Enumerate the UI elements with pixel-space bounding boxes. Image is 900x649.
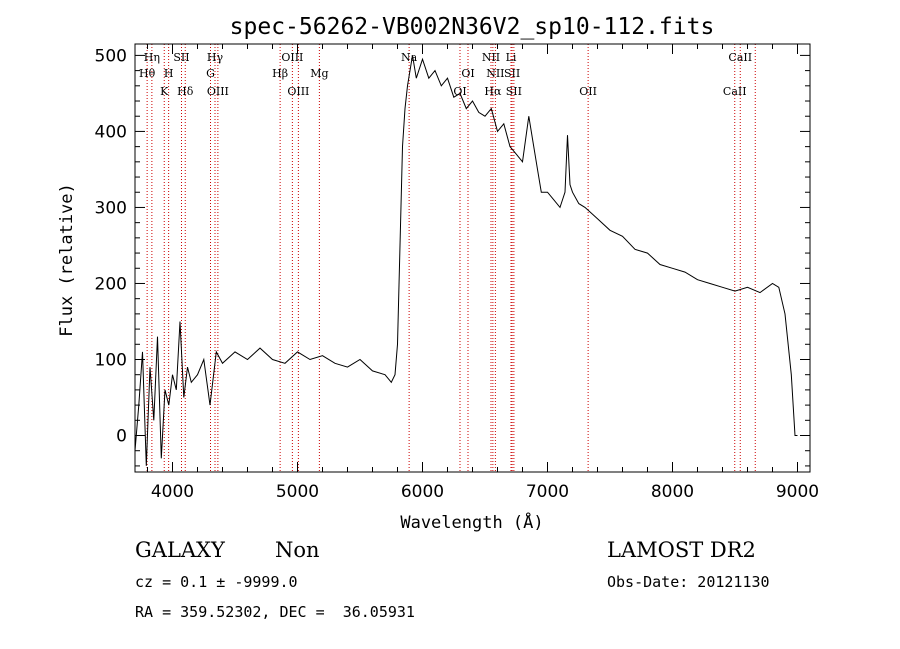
y-axis-label: Flux (relative) (57, 183, 77, 337)
line-label-17: Li (506, 51, 517, 64)
line-label-23: CaII (728, 51, 752, 64)
y-tick-label: 300 (95, 198, 127, 218)
line-label-0: Hη (144, 51, 160, 64)
chart-title: spec-56262-VB002N36V2_sp10-112.fits (230, 14, 715, 40)
line-label-4: H (164, 67, 174, 80)
line-label-21: SII (506, 85, 522, 98)
line-label-11: OIII (287, 85, 309, 98)
line-label-15: OI (461, 67, 474, 80)
x-tick-label: 7000 (526, 482, 569, 502)
line-label-14: OI (453, 85, 466, 98)
line-label-19: SII (504, 67, 520, 80)
line-label-13: Na (401, 51, 418, 64)
x-tick-label: 8000 (651, 482, 694, 502)
x-tick-label: 4000 (151, 482, 194, 502)
line-label-16: NII (482, 51, 500, 64)
line-label-18: NII (486, 67, 504, 80)
y-tick-label: 500 (95, 46, 127, 66)
line-label-3: SII (173, 51, 189, 64)
redshift-text: cz = 0.1 ± -9999.0 (135, 573, 298, 591)
line-label-12: Mg (310, 67, 328, 80)
line-label-7: G (206, 67, 215, 80)
emission-line-markers (146, 44, 756, 472)
line-label-8: OIII (207, 85, 229, 98)
spectrum-line (134, 55, 798, 466)
x-tick-label: 9000 (776, 482, 819, 502)
y-tick-label: 100 (95, 350, 127, 370)
survey-label: LAMOST DR2 (607, 538, 756, 562)
axis-ticks: 4000 5000 6000 7000 8000 9000 0 100 200 300 400 500 (95, 44, 819, 502)
line-label-5: Hδ (177, 85, 194, 98)
y-tick-label: 0 (116, 427, 127, 447)
coordinates-text: RA = 359.52302, DEC = 36.05931 (135, 603, 415, 621)
subclass-label: Non (275, 538, 320, 562)
line-label-6: Hγ (207, 51, 224, 64)
line-label-22: OII (579, 85, 597, 98)
line-label-9: OIII (281, 51, 303, 64)
line-label-1: Hθ (139, 67, 156, 80)
obs-date-text: Obs-Date: 20121130 (607, 573, 770, 591)
classification-label: GALAXY (135, 538, 225, 562)
plot-frame (134, 43, 811, 473)
line-label-24: CaII (723, 85, 747, 98)
line-label-10: Hβ (272, 67, 288, 80)
x-tick-label: 6000 (401, 482, 444, 502)
line-label-20: Hα (484, 85, 502, 98)
line-label-2: K (160, 85, 169, 98)
y-tick-label: 400 (95, 122, 127, 142)
x-tick-label: 5000 (276, 482, 319, 502)
x-axis-label: Wavelength (Å) (400, 511, 543, 533)
y-tick-label: 200 (95, 274, 127, 294)
